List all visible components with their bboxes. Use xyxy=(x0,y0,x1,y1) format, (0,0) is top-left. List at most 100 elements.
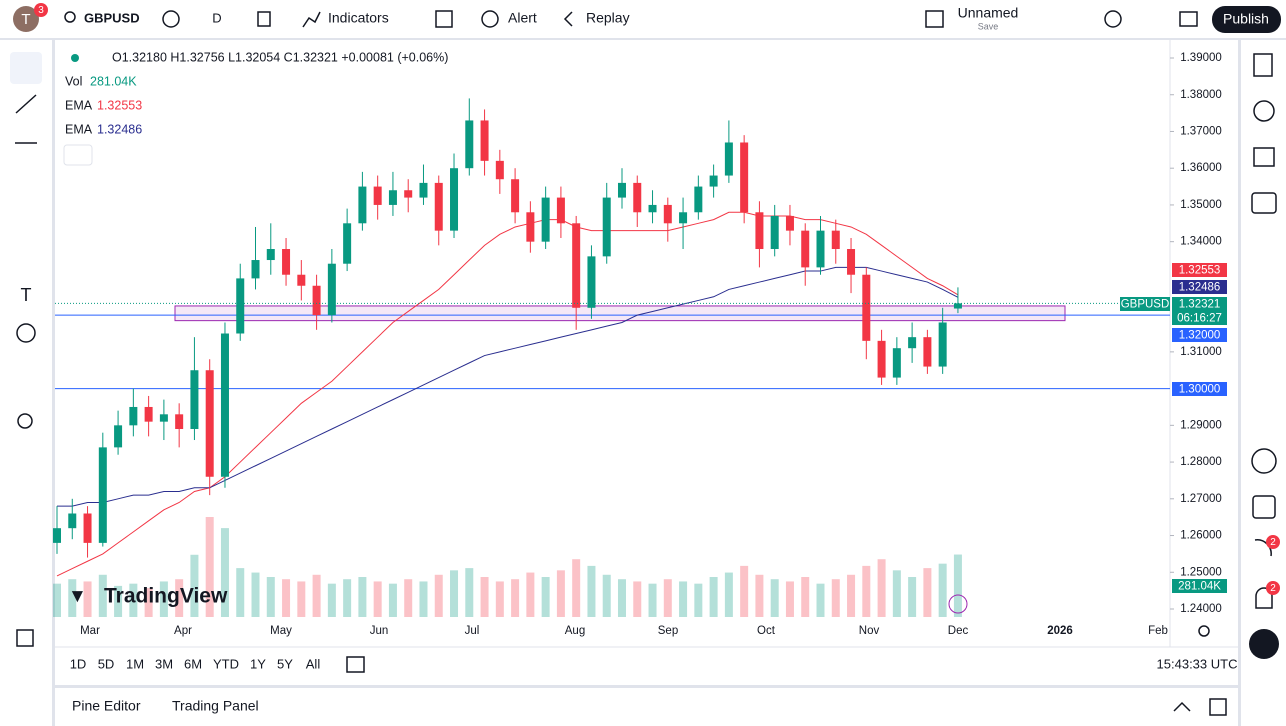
volume-bar xyxy=(266,577,275,617)
axis-settings[interactable] xyxy=(1198,625,1210,637)
volume-bar xyxy=(358,577,367,617)
volume-bar xyxy=(801,577,810,617)
chart-type-icon[interactable] xyxy=(257,11,271,27)
candle-body xyxy=(587,256,596,308)
collapse-panel[interactable] xyxy=(1173,701,1191,712)
save[interactable]: Save xyxy=(978,21,999,31)
left-toolbar xyxy=(0,40,52,726)
event-icon[interactable] xyxy=(948,594,968,614)
indicators[interactable]: Indicators xyxy=(328,10,389,26)
ohlc: O1.32180 H1.32756 L1.32054 C1.32321 +0.0… xyxy=(112,50,448,64)
badge xyxy=(1266,581,1280,595)
price-label: 1.26000 xyxy=(1180,530,1222,542)
snapshot-icon[interactable] xyxy=(1179,11,1198,27)
zoom-tool[interactable] xyxy=(17,413,33,429)
time-label: 2026 xyxy=(1047,625,1073,637)
candle-body xyxy=(740,142,749,213)
trendline-tool[interactable] xyxy=(15,94,37,114)
volume-bar xyxy=(770,579,779,617)
volume-bar xyxy=(663,579,672,617)
volume-bar xyxy=(877,559,886,617)
collapse-legend[interactable] xyxy=(63,144,93,166)
zone xyxy=(174,305,1066,322)
candle-body xyxy=(53,528,61,543)
chat-icon[interactable] xyxy=(1251,192,1277,214)
publish-button[interactable] xyxy=(1212,6,1281,33)
volume-bar xyxy=(511,579,520,617)
maximize-panel[interactable] xyxy=(1209,698,1227,716)
layout-name[interactable]: Unnamed xyxy=(958,5,1019,21)
volume-bar xyxy=(724,572,733,617)
range-button[interactable]: 5D xyxy=(98,656,115,671)
ideas-icon[interactable] xyxy=(1251,448,1277,474)
price-tag xyxy=(1120,297,1170,311)
volume-bar xyxy=(205,517,214,617)
volume-bar xyxy=(251,572,260,617)
templates-icon[interactable] xyxy=(435,10,453,28)
volume-bar xyxy=(556,570,565,617)
symbol[interactable]: GBPUSD xyxy=(84,10,140,25)
time-label: Jul xyxy=(465,625,480,637)
candle-body xyxy=(755,212,764,250)
watchlist-icon[interactable] xyxy=(1253,53,1273,77)
range-button[interactable]: YTD xyxy=(213,656,239,671)
alerts-icon[interactable] xyxy=(1253,100,1275,122)
volume-bar xyxy=(495,581,504,617)
range-button[interactable]: 1M xyxy=(126,656,144,671)
volume-bar xyxy=(923,568,932,617)
text-tool[interactable]: T xyxy=(21,285,32,305)
time-label: May xyxy=(270,625,292,637)
range-button[interactable]: 5Y xyxy=(277,656,293,671)
interval[interactable]: D xyxy=(212,10,221,25)
range-button[interactable]: 3M xyxy=(155,656,173,671)
notifications-icon[interactable] xyxy=(1255,587,1273,609)
tab[interactable]: Pine Editor xyxy=(72,698,141,714)
emoji-tool[interactable] xyxy=(16,323,36,343)
candle-body xyxy=(205,370,214,477)
badge xyxy=(1266,535,1280,549)
trash-tool[interactable] xyxy=(16,629,34,647)
candle-body xyxy=(404,190,413,198)
calendar-icon[interactable] xyxy=(1252,495,1276,519)
time-label: Dec xyxy=(948,625,969,637)
volume-bar xyxy=(53,583,61,617)
volume-bar xyxy=(938,563,947,617)
range-button[interactable]: 1D xyxy=(70,656,87,671)
volume-bar xyxy=(541,577,550,617)
tab[interactable]: Trading Panel xyxy=(172,698,259,714)
price-label: 1.29000 xyxy=(1180,419,1222,431)
candle-body xyxy=(633,182,642,213)
candle-body xyxy=(617,182,626,198)
candle-body xyxy=(83,513,92,543)
candle-body xyxy=(892,348,901,378)
candle-body xyxy=(266,249,275,261)
data-window-icon[interactable] xyxy=(1253,147,1275,167)
vol-label: Vol xyxy=(65,74,82,88)
candle-body xyxy=(159,414,168,422)
add-icon[interactable] xyxy=(162,10,180,28)
range-button[interactable]: All xyxy=(306,656,321,671)
range-button[interactable]: 6M xyxy=(184,656,202,671)
candle-body xyxy=(923,337,932,367)
watermark-logo: ▼ xyxy=(68,586,87,607)
badge xyxy=(34,3,48,17)
apps-icon[interactable] xyxy=(1249,629,1279,659)
bottom-panel xyxy=(55,688,1238,726)
alert[interactable]: Alert xyxy=(508,10,537,26)
date-range-icon[interactable] xyxy=(346,656,365,673)
range-button[interactable]: 1Y xyxy=(250,656,266,671)
search-icon xyxy=(64,11,76,23)
price-label: 1.36000 xyxy=(1180,162,1222,174)
ema-value: 1.32486 xyxy=(97,122,142,136)
volume-bar xyxy=(236,568,245,617)
cursor-tool[interactable] xyxy=(10,52,42,84)
candle-body xyxy=(541,197,550,242)
settings-icon[interactable] xyxy=(1104,10,1122,28)
volume-bar xyxy=(312,574,321,617)
time-label: Aug xyxy=(565,625,585,637)
avatar[interactable] xyxy=(13,6,39,32)
replay[interactable]: Replay xyxy=(586,10,630,26)
volume-bar xyxy=(297,581,306,617)
volume-bar xyxy=(908,577,917,617)
candle-body xyxy=(251,260,260,279)
